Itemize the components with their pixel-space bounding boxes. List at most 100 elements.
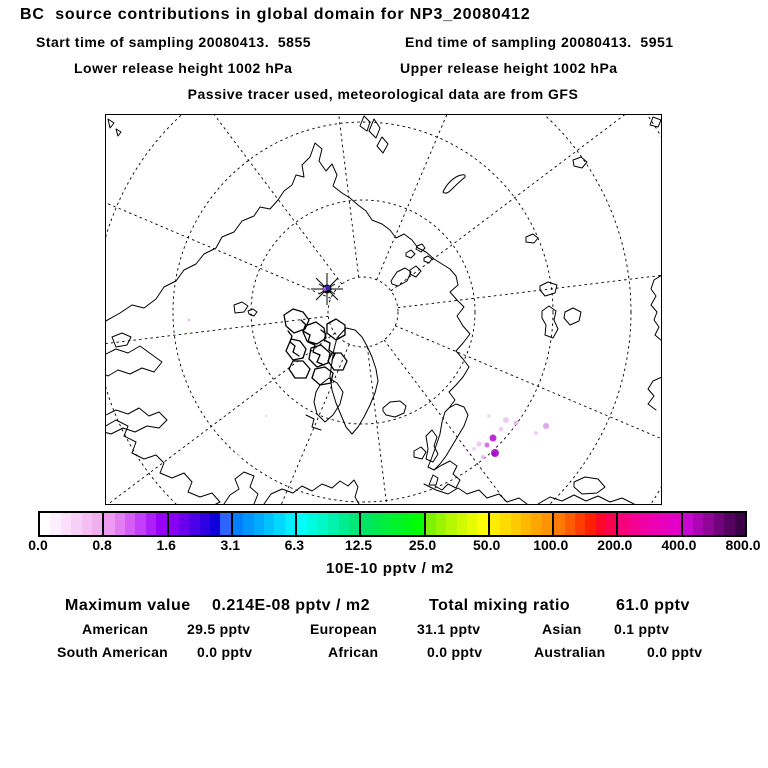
- colorbar-cell: [263, 513, 275, 535]
- colorbar-cell: [135, 513, 146, 535]
- max-value-text: 0.214E-08 pptv / m2: [212, 597, 371, 614]
- region-value-south-american: 0.0 pptv: [197, 644, 253, 660]
- colorbar-cell: [564, 513, 575, 535]
- colorbar-segment: [230, 513, 296, 535]
- upper-release-text: Upper release height 1002 hPa: [400, 60, 618, 76]
- colorbar-cell: [274, 513, 285, 535]
- colorbar-cell: [348, 513, 360, 535]
- colorbar-cell: [477, 513, 488, 535]
- colorbar-cell: [574, 513, 586, 535]
- colorbar-cell: [178, 513, 190, 535]
- region-value-african: 0.0 pptv: [427, 644, 483, 660]
- colorbar-cell: [307, 513, 318, 535]
- colorbar-segment: [40, 513, 103, 535]
- plume-spots: [187, 318, 549, 459]
- colorbar-segment: [359, 513, 424, 535]
- colorbar-cell: [541, 513, 553, 535]
- colorbar-cell: [489, 513, 501, 535]
- end-time-text: End time of sampling 20080413. 5951: [405, 34, 674, 50]
- colorbar-cell: [413, 513, 424, 535]
- colorbar-cell: [60, 513, 72, 535]
- colorbar-cell: [232, 513, 244, 535]
- colorbar-cell: [659, 513, 671, 535]
- colorbar-cell: [328, 513, 339, 535]
- colorbar-cell: [402, 513, 414, 535]
- tick-label: 12.5: [344, 537, 373, 553]
- tick-label: 800.0: [725, 537, 761, 553]
- colorbar-cell: [243, 513, 254, 535]
- colorbar-cell: [189, 513, 200, 535]
- colorbar-cell: [693, 513, 704, 535]
- page-title: BC source contributions in global domain…: [20, 6, 531, 23]
- colorbar-cell: [531, 513, 542, 535]
- colorbar-cell: [156, 513, 167, 535]
- colorbar-cell: [703, 513, 714, 535]
- colorbar-cell: [639, 513, 650, 535]
- colorbar-cell: [91, 513, 103, 535]
- colorbar-segment: [423, 513, 488, 535]
- colorbar-segment: [616, 513, 681, 535]
- region-label-european: European: [310, 621, 377, 637]
- colorbar-cell: [425, 513, 436, 535]
- colorbar-cell: [253, 513, 264, 535]
- colorbar-cell: [724, 513, 735, 535]
- colorbar-cell: [649, 513, 660, 535]
- colorbar-cell: [606, 513, 617, 535]
- colorbar-cell: [81, 513, 92, 535]
- colorbar-ticks: 0.0 0.8 1.6 3.1 6.3 12.5 25.0 50.0 100.0…: [28, 537, 760, 555]
- polar-map: [105, 114, 662, 505]
- colorbar-cell: [520, 513, 532, 535]
- colorbar-cell: [50, 513, 61, 535]
- colorbar-segment: [102, 513, 167, 535]
- tick-label: 6.3: [284, 537, 305, 553]
- colorbar-cell: [361, 513, 372, 535]
- tick-label: 200.0: [597, 537, 633, 553]
- colorbar-unit-label: 10E-10 pptv / m2: [326, 560, 454, 577]
- colorbar-cell: [595, 513, 606, 535]
- colorbar-cell: [284, 513, 296, 535]
- region-value-australian: 0.0 pptv: [647, 644, 703, 660]
- colorbar-cell: [71, 513, 82, 535]
- colorbar-segment: [166, 513, 231, 535]
- graticule: [106, 115, 661, 504]
- colorbar-cell: [104, 513, 115, 535]
- colorbar-segment: [487, 513, 553, 535]
- region-label-south-american: South American: [57, 644, 169, 660]
- mixing-ratio-value: 61.0 pptv: [616, 597, 690, 614]
- colorbar-segment: [552, 513, 617, 535]
- region-value-european: 31.1 pptv: [417, 621, 481, 637]
- colorbar-cell: [456, 513, 468, 535]
- region-label-american: American: [82, 621, 149, 637]
- region-label-african: African: [328, 644, 379, 660]
- tick-label: 0.8: [92, 537, 112, 553]
- colorbar-cell: [168, 513, 179, 535]
- start-time-text: Start time of sampling 20080413. 5855: [36, 34, 312, 50]
- tick-label: 25.0: [408, 537, 437, 553]
- lower-release-text: Lower release height 1002 hPa: [74, 60, 293, 76]
- colorbar-cell: [435, 513, 447, 535]
- colorbar-cell: [220, 513, 231, 535]
- colorbar-cell: [585, 513, 596, 535]
- colorbar-cell: [338, 513, 349, 535]
- colorbar-cell: [500, 513, 511, 535]
- colorbar-cell: [446, 513, 457, 535]
- colorbar-cell: [125, 513, 136, 535]
- colorbar-cell: [510, 513, 521, 535]
- colorbar-cell: [40, 513, 51, 535]
- colorbar-cell: [210, 513, 221, 535]
- tick-label: 1.6: [156, 537, 176, 553]
- colorbar-cell: [670, 513, 681, 535]
- station-marker: [311, 273, 343, 305]
- colorbar-cell: [618, 513, 629, 535]
- colorbar-cell: [382, 513, 393, 535]
- tick-label: 100.0: [533, 537, 569, 553]
- coastlines: [106, 115, 661, 504]
- region-value-american: 29.5 pptv: [187, 621, 251, 637]
- colorbar-cell: [713, 513, 725, 535]
- region-label-australian: Australian: [534, 644, 606, 660]
- colorbar-cell: [371, 513, 383, 535]
- colorbar-cell: [392, 513, 403, 535]
- tick-label: 400.0: [661, 537, 697, 553]
- colorbar-cell: [317, 513, 329, 535]
